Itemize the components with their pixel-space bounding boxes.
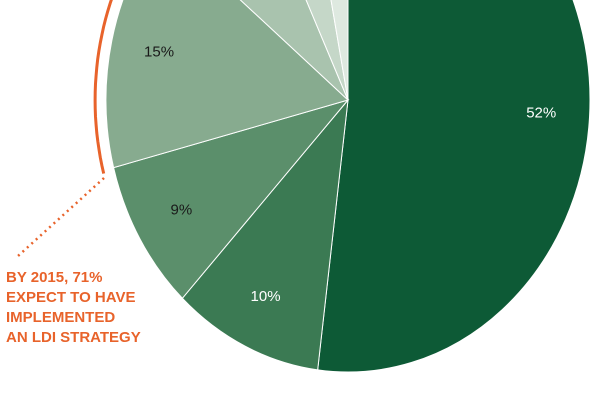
annotation-text: BY 2015, 71% [6,269,102,286]
slice-label: 10% [251,288,281,305]
annotation-text: AN LDI STRATEGY [6,329,141,346]
slice-label: 52% [526,105,556,122]
pie-slice [317,0,591,373]
annotation-bracket [93,0,113,174]
pie-slice [181,98,349,371]
pie-slice [305,0,349,101]
annotation-text: IMPLEMENTED [6,309,115,326]
pie-slice [113,99,350,300]
slice-label: 9% [171,202,193,219]
annotation-pointer [17,177,105,257]
pie-slice [105,0,349,169]
pie-slice [330,0,349,101]
annotation-text: EXPECT TO HAVE [6,289,135,306]
pie-slice [239,0,349,101]
slice-label: 15% [144,44,174,61]
